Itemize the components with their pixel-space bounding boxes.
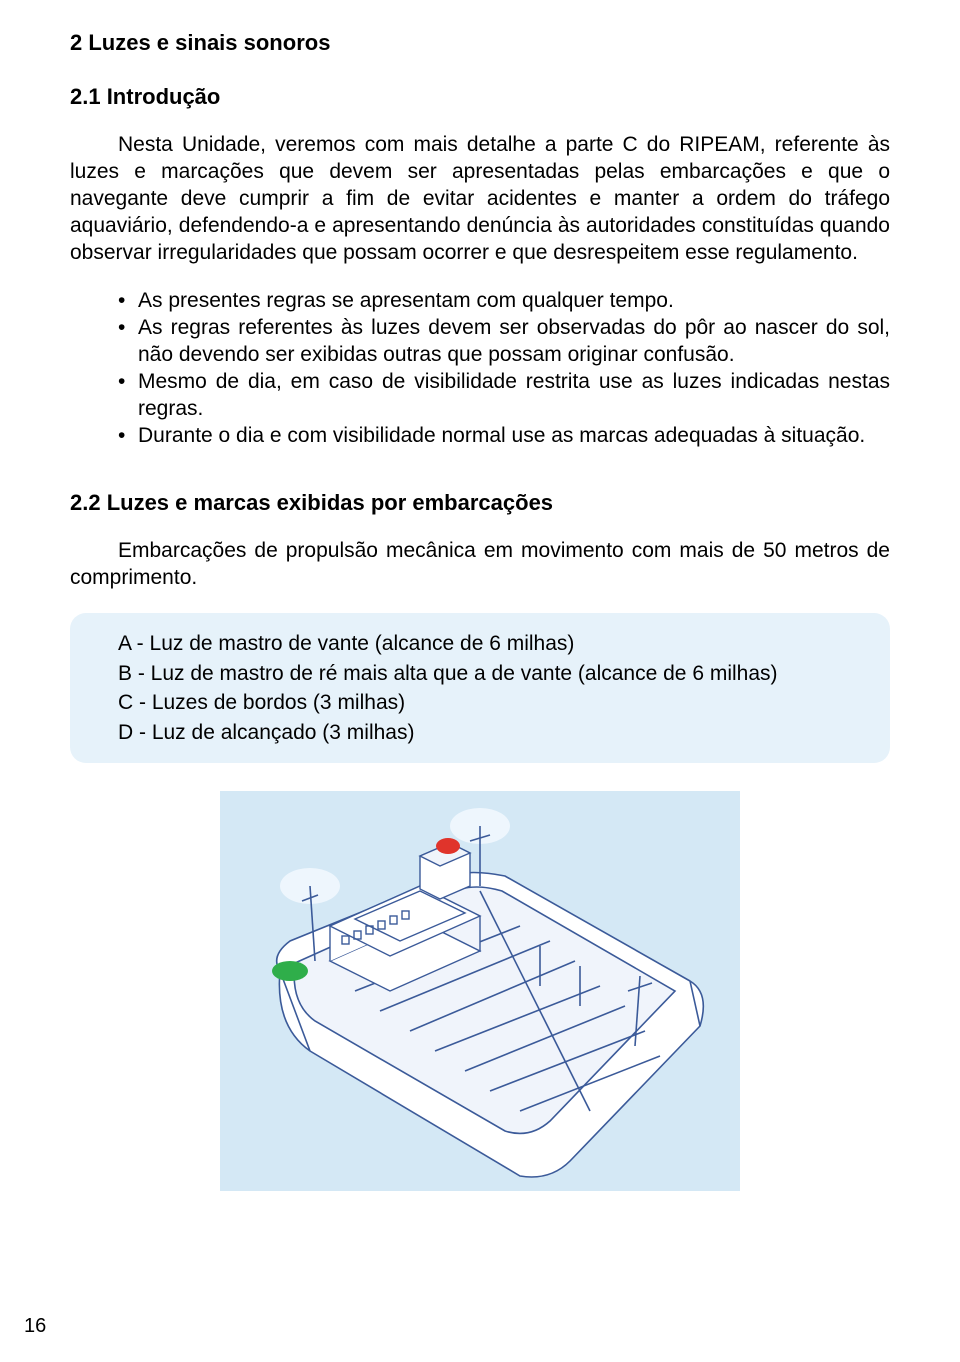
list-item: Durante o dia e com visibilidade normal … (118, 423, 890, 450)
list-item: As presentes regras se apresentam com qu… (118, 288, 890, 315)
rules-list: As presentes regras se apresentam com qu… (70, 288, 890, 449)
green-light-icon (272, 961, 308, 981)
legend-line: B - Luz de mastro de ré mais alta que a … (118, 659, 866, 688)
ship-svg (220, 791, 740, 1191)
page-number: 16 (24, 1315, 46, 1338)
red-light-icon (436, 838, 460, 854)
list-item: Mesmo de dia, em caso de visibilidade re… (118, 369, 890, 423)
hull (277, 872, 704, 1177)
ship-diagram (220, 791, 740, 1191)
funnel (420, 838, 470, 899)
legend-line: D - Luz de alcançado (3 milhas) (118, 718, 866, 747)
subsection-intro-title: 2.1 Introdução (70, 84, 890, 110)
lights-legend-box: A - Luz de mastro de vante (alcance de 6… (70, 613, 890, 763)
list-item: As regras referentes às luzes devem ser … (118, 315, 890, 369)
legend-line: C - Luzes de bordos (3 milhas) (118, 688, 866, 717)
legend-line: A - Luz de mastro de vante (alcance de 6… (118, 629, 866, 658)
intro-paragraph: Nesta Unidade, veremos com mais detalhe … (70, 132, 890, 266)
section-title: 2 Luzes e sinais sonoros (70, 30, 890, 56)
section2-paragraph: Embarcações de propulsão mecânica em mov… (70, 538, 890, 592)
subsection-lights-title: 2.2 Luzes e marcas exibidas por embarcaç… (70, 490, 890, 516)
